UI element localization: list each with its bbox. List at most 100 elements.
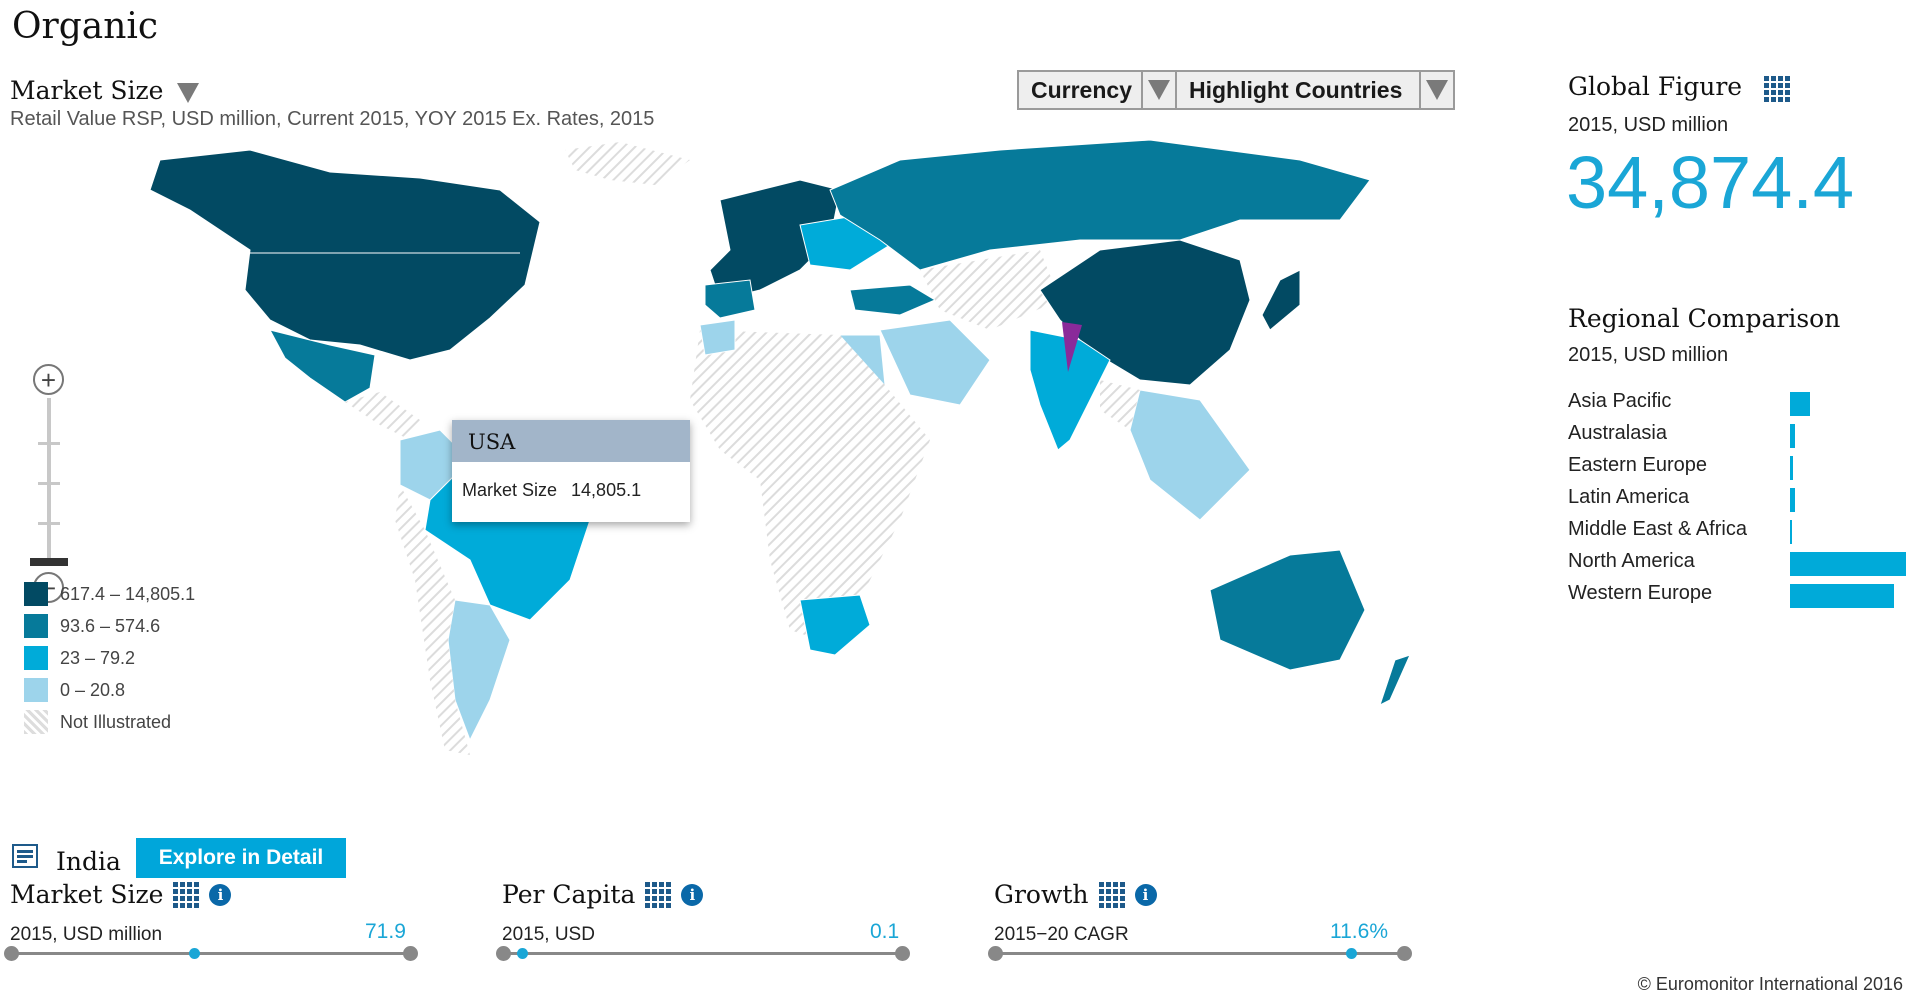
zoom-control[interactable]: + − [30, 364, 70, 604]
metric-card-title: Per Capita i [502, 880, 922, 909]
country-australia[interactable] [1209, 549, 1366, 671]
zoom-in-button[interactable]: + [33, 364, 64, 395]
country-morocco[interactable] [699, 319, 736, 356]
country-turkey[interactable] [849, 284, 937, 316]
legend-item: 0 – 20.8 [24, 674, 195, 706]
metric-slider-min [4, 946, 19, 961]
region-row[interactable]: Latin America [1568, 484, 1908, 516]
region-row[interactable]: Middle East & Africa [1568, 516, 1908, 548]
country-india[interactable] [1029, 329, 1111, 451]
world-map[interactable]: + − USA Market Size 14,805.1 [0, 112, 1500, 762]
zoom-slider-thumb[interactable] [30, 558, 68, 566]
country-russia[interactable] [829, 139, 1371, 271]
metric-card-market-size: Market Size i 2015, USD million 71.9 [4, 880, 430, 980]
metric-card-growth: Growth i 2015−20 CAGR 11.6% [988, 880, 1414, 980]
global-figure-title: Global Figure [1568, 72, 1791, 102]
region-central-america[interactable] [345, 392, 420, 440]
metric-card-label: Growth [994, 880, 1089, 909]
metric-slider-min [988, 946, 1003, 961]
region-name: Asia Pacific [1568, 390, 1672, 412]
table-grid-icon[interactable] [1764, 75, 1791, 102]
document-icon[interactable] [12, 844, 38, 868]
region-bar[interactable] [1790, 456, 1793, 480]
region-bar[interactable] [1790, 488, 1795, 512]
legend-label: 617.4 – 14,805.1 [60, 583, 196, 604]
metric-slider-max [403, 946, 418, 961]
country-usa[interactable] [149, 149, 541, 361]
table-grid-icon[interactable] [173, 881, 200, 908]
zoom-slider-track[interactable] [47, 398, 51, 558]
region-name: Western Europe [1568, 582, 1713, 604]
metric-card-unit: 2015, USD million [10, 924, 163, 945]
metric-card-value: 71.9 [365, 920, 406, 943]
region-central-asia[interactable] [920, 250, 1060, 330]
tooltip-country: USA [452, 420, 690, 462]
region-southeast-asia[interactable] [1129, 389, 1251, 521]
global-figure-value: 34,874.4 [1566, 141, 1855, 224]
caret-down-icon[interactable] [177, 82, 200, 103]
region-bar[interactable] [1790, 552, 1906, 576]
info-icon[interactable]: i [681, 883, 704, 906]
selected-country-name: India [56, 846, 121, 876]
country-tooltip: USA Market Size 14,805.1 [452, 420, 690, 522]
tooltip-body: Market Size 14,805.1 [452, 462, 690, 519]
global-figure-unit: 2015, USD million [1568, 114, 1729, 136]
legend-item: 93.6 – 574.6 [24, 610, 195, 642]
india-highlight-marker [1062, 322, 1082, 372]
plus-icon: + [40, 364, 57, 395]
caret-down-icon[interactable] [1419, 72, 1453, 108]
map-legend: 617.4 – 14,805.1 93.6 – 574.6 23 – 79.2 … [24, 578, 195, 738]
region-name: Australasia [1568, 422, 1667, 444]
region-bar[interactable] [1790, 520, 1792, 544]
info-icon[interactable]: i [1134, 883, 1157, 906]
country-south-africa[interactable] [799, 594, 871, 656]
table-grid-icon[interactable] [1098, 881, 1125, 908]
metric-card-value: 0.1 [870, 920, 900, 943]
map-metric-selector[interactable]: Market Size [10, 76, 200, 105]
zoom-tick [38, 442, 60, 445]
region-south-asia-other[interactable] [1100, 380, 1140, 430]
metric-slider-min [496, 946, 511, 961]
table-grid-icon[interactable] [645, 881, 672, 908]
legend-swatch [24, 678, 48, 702]
metric-card-per-capita: Per Capita i 2015, USD 0.1 [496, 880, 922, 980]
legend-label: Not Illustrated [60, 711, 172, 732]
region-bar[interactable] [1790, 392, 1810, 416]
metric-slider-track [994, 952, 1404, 955]
metric-slider-track [502, 952, 902, 955]
region-bar[interactable] [1790, 424, 1795, 448]
zoom-tick [38, 482, 60, 485]
region-south-america-other[interactable] [395, 485, 470, 755]
region-row[interactable]: Western Europe [1568, 580, 1908, 612]
explore-in-detail-button[interactable]: Explore in Detail [136, 838, 346, 878]
region-row[interactable]: Asia Pacific [1568, 388, 1908, 420]
legend-label: 93.6 – 574.6 [60, 615, 161, 636]
region-africa[interactable] [690, 330, 930, 640]
country-greenland[interactable] [565, 142, 690, 185]
selected-country-panel: India [12, 836, 135, 876]
country-japan[interactable] [1261, 269, 1301, 331]
map-metric-label: Market Size [10, 76, 164, 105]
legend-label: 0 – 20.8 [60, 679, 126, 700]
region-bar[interactable] [1790, 584, 1894, 608]
metric-card-label: Per Capita [502, 880, 636, 909]
country-new-zealand[interactable] [1379, 654, 1411, 706]
highlight-countries-label: Highlight Countries [1189, 76, 1403, 103]
region-name: North America [1568, 550, 1695, 572]
caret-down-icon[interactable] [1141, 72, 1175, 108]
region-row[interactable]: North America [1568, 548, 1908, 580]
currency-dropdown[interactable]: Currency [1017, 70, 1177, 110]
region-row[interactable]: Eastern Europe [1568, 452, 1908, 484]
country-saudi-arabia[interactable] [879, 319, 991, 406]
region-name: Middle East & Africa [1568, 518, 1747, 540]
world-map-canvas[interactable] [0, 112, 1500, 762]
metric-card-title: Growth i [994, 880, 1414, 909]
region-western-europe[interactable] [709, 179, 841, 301]
country-mexico[interactable] [269, 329, 376, 403]
legend-label: 23 – 79.2 [60, 647, 136, 668]
country-spain[interactable] [704, 279, 756, 319]
info-icon[interactable]: i [209, 883, 232, 906]
metric-card-value: 11.6% [1330, 920, 1388, 943]
highlight-countries-dropdown[interactable]: Highlight Countries [1175, 70, 1455, 110]
region-row[interactable]: Australasia [1568, 420, 1908, 452]
